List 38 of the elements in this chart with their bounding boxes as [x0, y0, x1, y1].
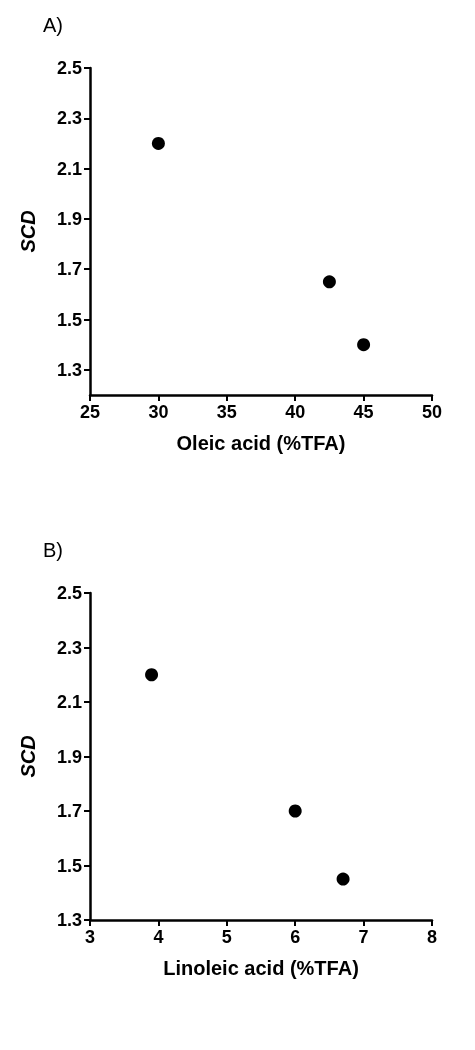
y-tick-label: 1.3 — [56, 910, 82, 930]
point — [145, 668, 159, 682]
y-tick-label: 2.5 — [56, 58, 82, 78]
x-tick-label: 7 — [358, 927, 369, 947]
y-tick-label: 2.1 — [56, 692, 82, 712]
y-tick-label: 1.7 — [56, 801, 82, 821]
y-tick-label: 1.5 — [56, 855, 82, 876]
x-tick-label: 35 — [216, 402, 237, 422]
point — [336, 872, 350, 886]
point — [288, 804, 302, 818]
x-tick-label: 4 — [153, 927, 164, 947]
x-tick-label: 50 — [421, 402, 443, 422]
x-axis-title: Linoleic acid (%TFA) — [163, 957, 359, 979]
point — [322, 275, 336, 289]
point — [357, 338, 371, 352]
y-tick-label: 1.7 — [56, 259, 82, 280]
y-axis-title: SCD — [17, 210, 39, 253]
x-tick-label: 25 — [79, 402, 101, 422]
y-tick-label: 1.3 — [56, 359, 82, 380]
x-tick-label: 30 — [148, 402, 169, 422]
chart-title: A) — [43, 14, 63, 36]
y-tick-label: 1.5 — [56, 309, 82, 330]
x-tick-label: 5 — [221, 927, 232, 947]
y-tick-label: 1.9 — [56, 208, 82, 229]
chart-title: B) — [43, 539, 63, 561]
y-tick-label: 2.3 — [56, 637, 82, 658]
y-tick-label: 2.3 — [56, 108, 82, 129]
x-tick-label: 40 — [285, 402, 306, 422]
x-axis-title: Oleic acid (%TFA) — [176, 432, 346, 454]
y-tick-label: 1.9 — [56, 746, 82, 767]
y-axis-title: SCD — [17, 735, 39, 778]
y-tick-label: 2.1 — [56, 158, 82, 179]
x-tick-label: 3 — [84, 927, 96, 947]
y-tick-label: 2.5 — [56, 583, 82, 603]
x-tick-label: 6 — [290, 927, 301, 947]
point — [151, 136, 165, 150]
x-tick-label: 8 — [426, 927, 438, 947]
x-tick-label: 45 — [353, 402, 374, 422]
